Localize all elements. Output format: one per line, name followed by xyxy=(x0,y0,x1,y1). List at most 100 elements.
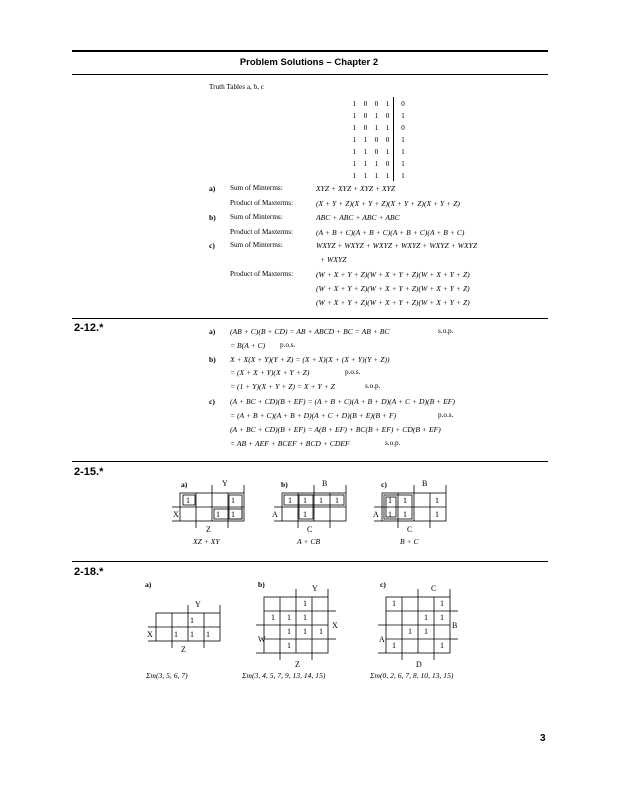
rule-2-12 xyxy=(72,318,548,319)
truth-cell: 0 xyxy=(385,134,390,144)
p218-a-var-left: X xyxy=(147,630,153,639)
truth-cell: 1 xyxy=(352,134,357,144)
item-a-minterm-label: Sum of Minterms: xyxy=(230,184,283,192)
p212-line-3: X + X(X + Y)(Y + Z) = (X + X)(X + (X + Y… xyxy=(230,355,390,364)
p218-kmap-a xyxy=(148,605,221,648)
truth-cell: 1 xyxy=(363,134,368,144)
header-rule xyxy=(72,74,548,75)
problem-2-15-number: 2-15.* xyxy=(74,466,104,478)
p212-b-label: b) xyxy=(209,355,216,364)
p218-kmap-c-grid xyxy=(378,589,458,660)
p215-b-var-left: A xyxy=(272,510,278,519)
p215-b-result: A + CB xyxy=(297,537,321,546)
problem-2-18-number: 2-18.* xyxy=(74,566,104,578)
p212-line-9-form: s.o.p. xyxy=(385,439,401,447)
p218-c-cell: 1 xyxy=(424,627,428,636)
p218-b-cell: 1 xyxy=(287,613,291,622)
item-a-label: a) xyxy=(209,184,216,193)
p215-b-cell: 1 xyxy=(303,496,307,505)
p215-c-var-top: B xyxy=(422,479,428,488)
p215-b-var-top: B xyxy=(322,479,328,488)
p212-line-4-form: p.o.s. xyxy=(345,368,361,376)
truth-cell: 1 xyxy=(352,158,357,168)
truth-cell: 0 xyxy=(363,122,368,132)
p215-a-cell: 1 xyxy=(216,510,220,519)
truth-cell: 1 xyxy=(363,170,368,180)
p215-kmap-a-grid xyxy=(172,485,245,528)
item-c-minterm-label: Sum of Minterms: xyxy=(230,241,283,249)
item-b-maxterms: (A + B + C)(A + B + C)(A + B + C)(A + B … xyxy=(316,228,465,237)
p218-b-var-bot: Z xyxy=(295,660,300,669)
p215-c-cell: 1 xyxy=(435,510,439,519)
item-c-label: c) xyxy=(209,241,215,250)
item-b-minterms: ABC + ABC + ABC + ABC xyxy=(316,213,400,222)
p215-b-var-bot: C xyxy=(307,525,313,534)
p218-b-cell: 1 xyxy=(287,641,291,650)
truth-cell: 1 xyxy=(352,170,357,180)
p212-a-label: a) xyxy=(209,327,216,336)
p218-c-cell: 1 xyxy=(392,641,396,650)
truth-cell: 1 xyxy=(352,110,357,120)
p218-b-cell: 1 xyxy=(303,613,307,622)
truth-cell: 1 xyxy=(385,146,390,156)
p218-c-label: c) xyxy=(380,580,386,589)
item-c-minterms: WXYZ + WXYZ + WXYZ + WXYZ + WXYZ + WXYZ xyxy=(316,241,478,250)
truth-cell: 0 xyxy=(374,134,379,144)
p215-c-label: c) xyxy=(381,480,387,489)
truth-cell: 0 xyxy=(374,98,379,108)
truth-cell: 1 xyxy=(374,158,379,168)
p215-c-result: B + C xyxy=(400,537,419,546)
p218-c-cell: 1 xyxy=(440,641,444,650)
truth-cell: 1 xyxy=(352,146,357,156)
p218-c-cell: 1 xyxy=(424,613,428,622)
truth-cell: 1 xyxy=(363,158,368,168)
p215-c-cell: 1 xyxy=(435,496,439,505)
p215-b-label: b) xyxy=(281,480,288,489)
truth-cell: 0 xyxy=(374,146,379,156)
truth-cell: 1 xyxy=(385,170,390,180)
p215-a-label: a) xyxy=(181,480,188,489)
problem-2-12-number: 2-12.* xyxy=(74,322,104,334)
item-a-maxterm-label: Product of Maxterms: xyxy=(230,199,294,207)
p218-c-var-bot: D xyxy=(416,660,422,669)
p215-c-var-left: A xyxy=(373,510,379,519)
p212-line-2: = B(A + C) xyxy=(230,341,266,350)
p218-a-var-top: Y xyxy=(195,600,201,609)
item-c-minterms-cont: + WXYZ xyxy=(320,255,347,264)
p215-b-cell: 1 xyxy=(335,496,339,505)
p218-kmap-b-grid xyxy=(256,589,336,660)
p218-b-cell: 1 xyxy=(303,627,307,636)
page-number: 3 xyxy=(540,733,546,744)
p212-line-5-form: s.o.p. xyxy=(365,382,381,390)
p212-line-7-form: p.o.s. xyxy=(438,411,454,419)
p218-b-cell: 1 xyxy=(319,627,323,636)
p218-c-cell: 1 xyxy=(408,627,412,636)
p218-a-cell: 1 xyxy=(174,630,178,639)
p212-line-6: (A + BC + CD)(B + EF) = (A + B + C)(A + … xyxy=(230,397,455,406)
p218-b-cell: 1 xyxy=(287,627,291,636)
p218-c-cell: 1 xyxy=(440,599,444,608)
p212-line-5: = (1 + Y)(X + Y + Z) = X + Y + Z xyxy=(230,382,335,391)
p215-kmap-b-grid xyxy=(274,485,347,528)
p215-a-var-top: Y xyxy=(222,479,228,488)
p215-c-var-bot: C xyxy=(407,525,413,534)
p215-a-var-left: X xyxy=(173,510,179,519)
p212-line-2-form: p.o.s. xyxy=(280,341,296,349)
truth-cell: 0 xyxy=(363,98,368,108)
p212-line-4: = (X + X + Y)(X + Y + Z) xyxy=(230,368,310,377)
truth-cell: 0 xyxy=(385,158,390,168)
rule-2-18 xyxy=(72,561,548,562)
rule-2-15 xyxy=(72,461,548,462)
truth-cell: 1 xyxy=(352,122,357,132)
truth-cell: 1 xyxy=(385,122,390,132)
p218-b-label: b) xyxy=(258,580,265,589)
p218-b-result: Σm(3, 4, 5, 7, 9, 13, 14, 15) xyxy=(242,671,326,680)
p212-line-7: = (A + B + C)(A + B + D)(A + C + D)(B + … xyxy=(230,411,397,420)
p215-kmap-c-grid xyxy=(374,485,447,528)
truth-cell: 1 xyxy=(374,110,379,120)
item-c-maxterms-2: (W + X + Y + Z)(W + X + Y + Z)(W + X + Y… xyxy=(316,284,470,293)
